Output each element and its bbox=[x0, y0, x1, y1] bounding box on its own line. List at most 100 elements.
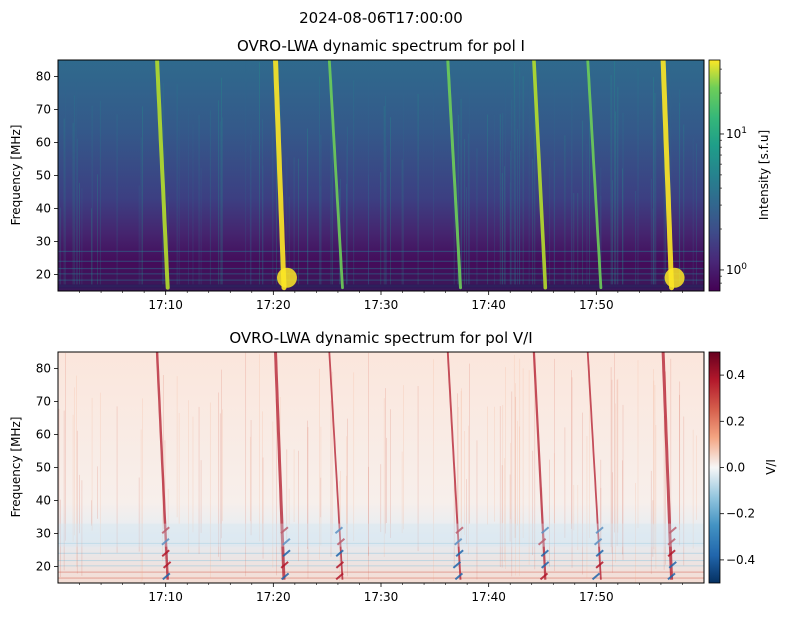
polarized-feature bbox=[454, 572, 464, 581]
y-tick-label: 50 bbox=[36, 461, 51, 475]
heatmap-image bbox=[58, 352, 704, 583]
polarized-feature bbox=[280, 561, 289, 569]
heatmap-image bbox=[58, 60, 704, 291]
colorbar-tick-label: 0.0 bbox=[726, 461, 745, 475]
x-tick-label: 17:50 bbox=[579, 590, 614, 604]
polarized-feature bbox=[593, 537, 603, 546]
polarized-feature bbox=[667, 537, 676, 546]
colorbar-gradient bbox=[708, 59, 721, 292]
polarized-feature bbox=[454, 537, 463, 546]
polarized-feature bbox=[667, 572, 676, 581]
colorbar-label: Intensity [s.f.u] bbox=[757, 130, 771, 220]
polarized-feature bbox=[280, 526, 289, 534]
radio-burst bbox=[273, 60, 287, 291]
polarized-feature bbox=[537, 537, 547, 546]
rfi-band bbox=[58, 250, 704, 252]
polarized-feature bbox=[161, 549, 170, 558]
rfi-band bbox=[58, 542, 704, 544]
polarized-feature bbox=[668, 561, 677, 569]
polarized-burst bbox=[274, 352, 286, 580]
negative-vi-band bbox=[58, 523, 704, 547]
x-axis: 17:10 17:20 17:30 17:40 17:50 bbox=[79, 291, 683, 312]
polarized-feature bbox=[452, 561, 462, 569]
polarized-feature bbox=[591, 572, 601, 581]
y-tick-label: 60 bbox=[36, 428, 51, 442]
polarized-feature bbox=[335, 572, 344, 581]
radio-burst bbox=[446, 60, 462, 290]
colorbar-tick-label: −0.2 bbox=[726, 507, 755, 521]
polarized-feature bbox=[455, 526, 464, 534]
colorbar-tick-label: 101 bbox=[726, 126, 747, 141]
polarized-feature bbox=[334, 526, 344, 534]
y-tick-label: 30 bbox=[36, 235, 51, 249]
y-tick-label: 50 bbox=[36, 169, 51, 183]
x-tick-label: 17:20 bbox=[256, 298, 291, 312]
polarized-feature bbox=[667, 549, 676, 558]
x-tick-label: 17:30 bbox=[364, 298, 399, 312]
polarized-feature bbox=[539, 572, 549, 581]
colorbar: −0.4 −0.2 0.0 0.2 0.4 V/I bbox=[708, 351, 778, 584]
colorbar: 100 101 Intensity [s.f.u] bbox=[708, 59, 771, 292]
y-tick-label: 20 bbox=[36, 560, 51, 574]
y-tick-label: 70 bbox=[36, 103, 51, 117]
colorbar-ticks: −0.4 −0.2 0.0 0.2 0.4 bbox=[720, 368, 755, 567]
figure-suptitle: 2024-08-06T17:00:00 bbox=[299, 9, 463, 27]
polarized-feature bbox=[161, 537, 170, 546]
polarized-feature bbox=[335, 549, 344, 558]
x-tick-label: 17:20 bbox=[256, 590, 291, 604]
polarized-feature bbox=[335, 561, 345, 569]
polarized-feature bbox=[455, 549, 464, 558]
x-tick-label: 17:30 bbox=[364, 590, 399, 604]
polarized-feature bbox=[540, 549, 549, 558]
y-tick-label: 80 bbox=[36, 70, 51, 84]
colorbar-gradient bbox=[708, 351, 721, 584]
polarized-feature bbox=[280, 572, 290, 581]
panel-stokes-vi: OVRO-LWA dynamic spectrum for pol V/I 17… bbox=[9, 329, 778, 604]
polarized-feature bbox=[282, 549, 291, 558]
y-axis: 20 30 40 50 60 70 80 bbox=[36, 70, 58, 282]
colorbar-tick-label: 0.2 bbox=[726, 414, 745, 428]
colorbar-label: V/I bbox=[764, 459, 778, 475]
rfi-band bbox=[58, 571, 704, 573]
rfi-band bbox=[58, 273, 704, 275]
polarized-feature bbox=[540, 526, 550, 534]
polarized-feature bbox=[336, 537, 346, 546]
rfi-band bbox=[58, 565, 704, 567]
rfi-band bbox=[58, 552, 704, 554]
rfi-band bbox=[58, 577, 704, 579]
panel-stokes-i: OVRO-LWA dynamic spectrum for pol I 17:1… bbox=[9, 37, 771, 312]
rfi-band bbox=[58, 560, 704, 562]
polarized-feature bbox=[541, 561, 550, 569]
colorbar-tick-label: 0.4 bbox=[726, 368, 745, 382]
colorbar-ticks: 100 101 bbox=[720, 68, 747, 284]
y-tick-label: 40 bbox=[36, 494, 51, 508]
polarized-feature bbox=[595, 549, 604, 558]
rfi-band bbox=[58, 267, 704, 270]
y-axis-label: Frequency [MHz] bbox=[9, 417, 23, 518]
burst-peak bbox=[664, 267, 685, 288]
polarized-feature bbox=[668, 526, 677, 534]
y-tick-label: 80 bbox=[36, 362, 51, 376]
x-tick-label: 17:10 bbox=[148, 298, 183, 312]
x-axis: 17:10 17:20 17:30 17:40 17:50 bbox=[79, 583, 683, 604]
polarized-feature bbox=[161, 526, 170, 534]
x-tick-label: 17:40 bbox=[471, 590, 506, 604]
radio-burst bbox=[327, 60, 344, 290]
polarized-feature bbox=[162, 561, 172, 569]
panel-title: OVRO-LWA dynamic spectrum for pol I bbox=[237, 37, 525, 55]
y-axis: 20 30 40 50 60 70 80 bbox=[36, 362, 58, 574]
radio-burst bbox=[155, 60, 170, 290]
burst-peak bbox=[276, 267, 297, 288]
polarized-feature bbox=[595, 561, 604, 569]
panel-title: OVRO-LWA dynamic spectrum for pol V/I bbox=[229, 329, 532, 347]
y-tick-label: 20 bbox=[36, 268, 51, 282]
colorbar-tick-label: −0.4 bbox=[726, 553, 755, 567]
x-tick-label: 17:40 bbox=[471, 298, 506, 312]
polarized-feature bbox=[282, 537, 291, 546]
polarized-feature bbox=[162, 572, 171, 581]
radio-burst bbox=[586, 60, 603, 290]
radio-burst bbox=[532, 60, 548, 290]
rfi-band bbox=[58, 260, 704, 262]
y-tick-label: 40 bbox=[36, 202, 51, 216]
